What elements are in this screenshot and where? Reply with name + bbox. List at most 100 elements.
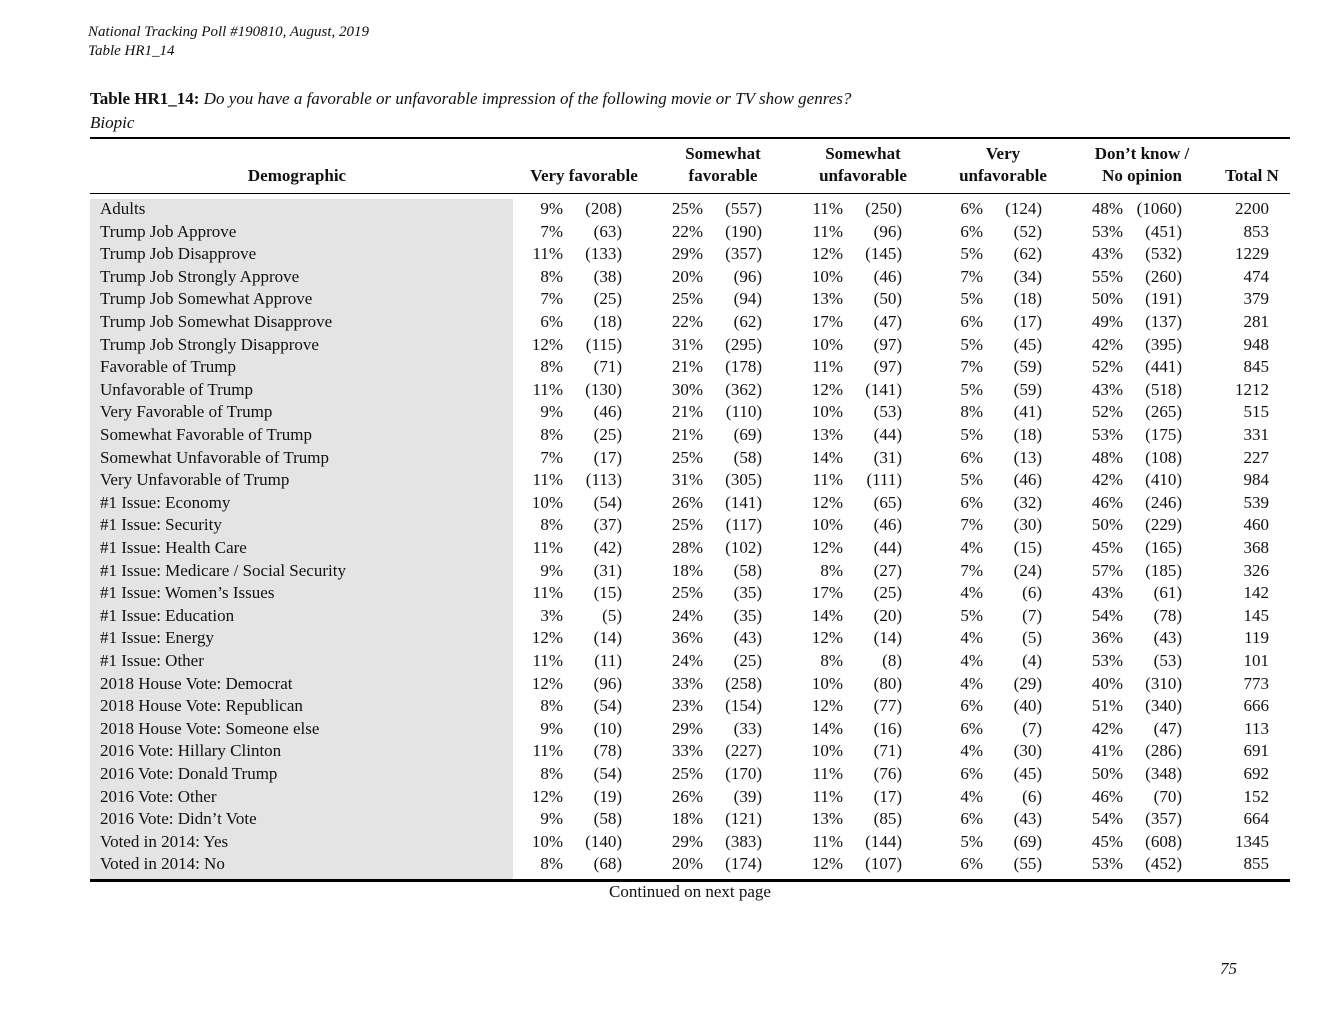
count-cell: (7) <box>1022 605 1042 625</box>
count-cell: (80) <box>873 673 902 693</box>
count-cell: (141) <box>865 379 902 399</box>
row-label: #1 Issue: Medicare / Social Security <box>100 560 346 580</box>
percent-cell: 4% <box>960 741 983 761</box>
count-cell: (110) <box>725 402 762 422</box>
percent-cell: 21% <box>671 425 703 444</box>
percent-cell: 12% <box>811 696 843 716</box>
percent-cell: 54% <box>1091 809 1123 829</box>
percent-cell: 8% <box>540 266 563 286</box>
percent-cell: 20% <box>671 854 703 874</box>
percent-cell: 55% <box>1091 266 1123 286</box>
percent-cell: 4% <box>960 786 983 806</box>
percent-cell: 22% <box>671 221 703 241</box>
percent-cell: 53% <box>1091 425 1123 444</box>
count-cell: (395) <box>1145 334 1182 354</box>
percent-cell: 52% <box>1091 357 1123 377</box>
percent-cell: 29% <box>671 831 703 851</box>
count-cell: (6) <box>1022 786 1042 806</box>
percent-cell: 50% <box>1091 515 1123 535</box>
percent-cell: 51% <box>1091 696 1123 716</box>
count-cell: (208) <box>585 199 622 218</box>
count-cell: (62) <box>1013 244 1042 264</box>
percent-cell: 7% <box>960 560 983 580</box>
total-n: 281 <box>1243 312 1270 331</box>
total-n: 113 <box>1244 718 1269 738</box>
count-cell: (518) <box>1145 379 1182 399</box>
total-n: 692 <box>1243 764 1270 783</box>
count-cell: (25) <box>593 425 622 444</box>
percent-cell: 43% <box>1091 244 1123 264</box>
count-cell: (362) <box>725 379 762 399</box>
count-cell: (137) <box>1145 312 1182 331</box>
percent-cell: 7% <box>540 221 563 241</box>
percent-cell: 4% <box>960 673 983 693</box>
count-cell: (47) <box>1153 718 1182 738</box>
count-cell: (43) <box>1153 628 1182 648</box>
percent-cell: 52% <box>1091 402 1123 422</box>
count-cell: (227) <box>725 741 762 761</box>
total-n: 666 <box>1243 696 1270 716</box>
total-n: 152 <box>1243 786 1270 806</box>
header-line: National Tracking Poll #190810, August, … <box>88 24 369 40</box>
percent-cell: 6% <box>960 809 983 829</box>
percent-cell: 33% <box>671 741 703 761</box>
percent-cell: 14% <box>811 447 843 467</box>
percent-cell: 11% <box>532 244 563 264</box>
count-cell: (17) <box>873 786 902 806</box>
percent-cell: 31% <box>671 470 703 490</box>
count-cell: (52) <box>1013 221 1042 241</box>
percent-cell: 6% <box>960 492 983 512</box>
total-n: 845 <box>1243 357 1270 377</box>
percent-cell: 25% <box>671 447 703 467</box>
count-cell: (18) <box>593 312 622 331</box>
percent-cell: 11% <box>812 199 843 218</box>
column-header: Very <box>985 144 1021 163</box>
percent-cell: 10% <box>531 492 563 512</box>
percent-cell: 18% <box>671 809 703 829</box>
count-cell: (32) <box>1013 492 1042 512</box>
count-cell: (6) <box>1022 583 1042 603</box>
count-cell: (340) <box>1145 696 1182 716</box>
percent-cell: 11% <box>532 538 563 557</box>
percent-cell: 11% <box>532 741 563 761</box>
percent-cell: 5% <box>960 334 983 354</box>
count-cell: (17) <box>1013 312 1042 331</box>
count-cell: (165) <box>1145 538 1182 557</box>
percent-cell: 8% <box>540 854 563 874</box>
percent-cell: 13% <box>811 425 843 444</box>
column-header: Somewhat <box>685 144 761 163</box>
percent-cell: 6% <box>960 854 983 874</box>
total-n: 119 <box>1244 628 1269 648</box>
total-n: 142 <box>1243 583 1270 603</box>
percent-cell: 42% <box>1091 470 1123 490</box>
percent-cell: 11% <box>532 470 563 490</box>
percent-cell: 43% <box>1091 379 1123 399</box>
total-n: 326 <box>1243 560 1270 580</box>
column-header: Somewhat <box>825 144 901 163</box>
percent-cell: 50% <box>1091 289 1123 309</box>
count-cell: (46) <box>873 266 902 286</box>
percent-cell: 53% <box>1091 854 1123 874</box>
percent-cell: 11% <box>812 831 843 851</box>
count-cell: (154) <box>725 696 762 716</box>
percent-cell: 12% <box>531 334 563 354</box>
table-subtitle: Biopic <box>90 113 135 132</box>
count-cell: (33) <box>733 718 762 738</box>
count-cell: (190) <box>725 221 762 241</box>
percent-cell: 12% <box>531 786 563 806</box>
count-cell: (78) <box>593 741 622 761</box>
count-cell: (35) <box>733 605 762 625</box>
percent-cell: 36% <box>1091 628 1123 648</box>
row-label: #1 Issue: Security <box>100 515 222 535</box>
count-cell: (19) <box>593 786 622 806</box>
count-cell: (107) <box>865 854 902 874</box>
count-cell: (25) <box>733 651 762 670</box>
total-n: 331 <box>1243 425 1270 444</box>
count-cell: (53) <box>873 402 902 422</box>
total-n: 691 <box>1243 741 1270 761</box>
count-cell: (63) <box>593 221 622 241</box>
percent-cell: 7% <box>540 447 563 467</box>
total-n: 1212 <box>1235 379 1269 399</box>
percent-cell: 5% <box>960 425 983 444</box>
